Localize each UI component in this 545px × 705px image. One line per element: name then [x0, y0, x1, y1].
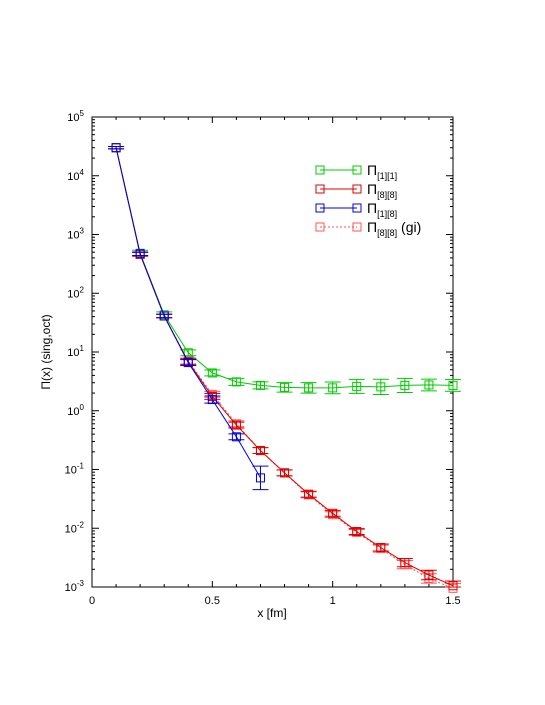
series-Π[8][8] (gi)	[108, 143, 461, 593]
legend-marker	[352, 184, 362, 194]
data-point	[328, 383, 338, 393]
legend-marker	[352, 165, 362, 175]
plot-frame	[91, 116, 454, 588]
data-point	[111, 143, 121, 153]
data-point	[183, 358, 193, 368]
y-axis-label: Π(x) (sing,oct)	[39, 314, 53, 389]
data-point	[280, 468, 290, 478]
y-tick-label: 104	[67, 168, 84, 183]
y-tick-label: 100	[67, 403, 84, 418]
data-point	[328, 508, 338, 518]
legend-label: Π[8][8]	[367, 181, 397, 200]
legend-label: Π[1][8]	[367, 200, 397, 219]
data-point	[207, 368, 217, 378]
series-line	[115, 147, 454, 587]
data-point	[159, 311, 169, 321]
y-tick-label: 10-2	[65, 520, 85, 535]
y-tick-label: 101	[67, 344, 84, 359]
legend-marker	[352, 203, 362, 213]
legend-label: Π[8][8] (gi)	[367, 219, 421, 238]
x-tick-label: 1.5	[445, 595, 460, 607]
y-tick-label: 102	[67, 285, 84, 300]
legend-marker	[315, 184, 325, 194]
legend-label: Π[1][1]	[367, 162, 397, 181]
x-tick-label: 1	[330, 595, 336, 607]
series-layer	[108, 143, 461, 593]
legend-entry: Π[8][8]	[315, 181, 397, 200]
data-point	[448, 581, 458, 591]
legend-entry: Π[1][8]	[315, 200, 397, 219]
data-point	[280, 382, 290, 392]
data-point	[400, 380, 410, 390]
data-point	[448, 380, 458, 390]
x-tick-label: 0.5	[205, 595, 220, 607]
axis-ticks: 0 0.5 1 1.5 10-3 10-2 10-1 100 101 102 103 104 105	[65, 109, 461, 607]
series-Π[1][8]	[108, 143, 269, 491]
legend-entry: Π[1][1]	[315, 162, 397, 181]
data-point	[135, 249, 145, 259]
data-point	[376, 382, 386, 392]
legend: Π[1][1]Π[8][8]Π[1][8]Π[8][8] (gi)	[315, 162, 421, 238]
series-line	[115, 147, 454, 589]
y-tick-label: 105	[67, 109, 84, 124]
data-point	[304, 489, 314, 499]
data-point	[352, 527, 362, 537]
data-point	[376, 543, 386, 553]
data-point	[231, 377, 241, 387]
data-point	[255, 473, 265, 483]
data-point	[255, 446, 265, 456]
legend-entry: Π[8][8] (gi)	[315, 219, 421, 238]
data-point	[231, 432, 241, 442]
y-tick-label: 10-3	[65, 579, 85, 594]
y-tick-label: 103	[67, 227, 84, 242]
legend-marker	[352, 222, 362, 232]
series-Π[1][1]	[108, 143, 461, 396]
data-point	[400, 558, 410, 568]
data-point	[255, 380, 265, 390]
legend-marker	[315, 165, 325, 175]
data-point	[424, 380, 434, 390]
series-Π[8][8]	[108, 143, 461, 591]
x-axis-label: x [fm]	[257, 606, 286, 620]
data-point	[207, 395, 217, 405]
series-line	[115, 147, 454, 389]
legend-marker	[315, 203, 325, 213]
data-point	[304, 383, 314, 393]
y-tick-label: 10-1	[65, 462, 85, 477]
data-point	[231, 420, 241, 430]
data-point	[424, 570, 434, 580]
legend-marker	[315, 222, 325, 232]
x-tick-label: 0	[89, 595, 95, 607]
data-point	[352, 381, 362, 391]
